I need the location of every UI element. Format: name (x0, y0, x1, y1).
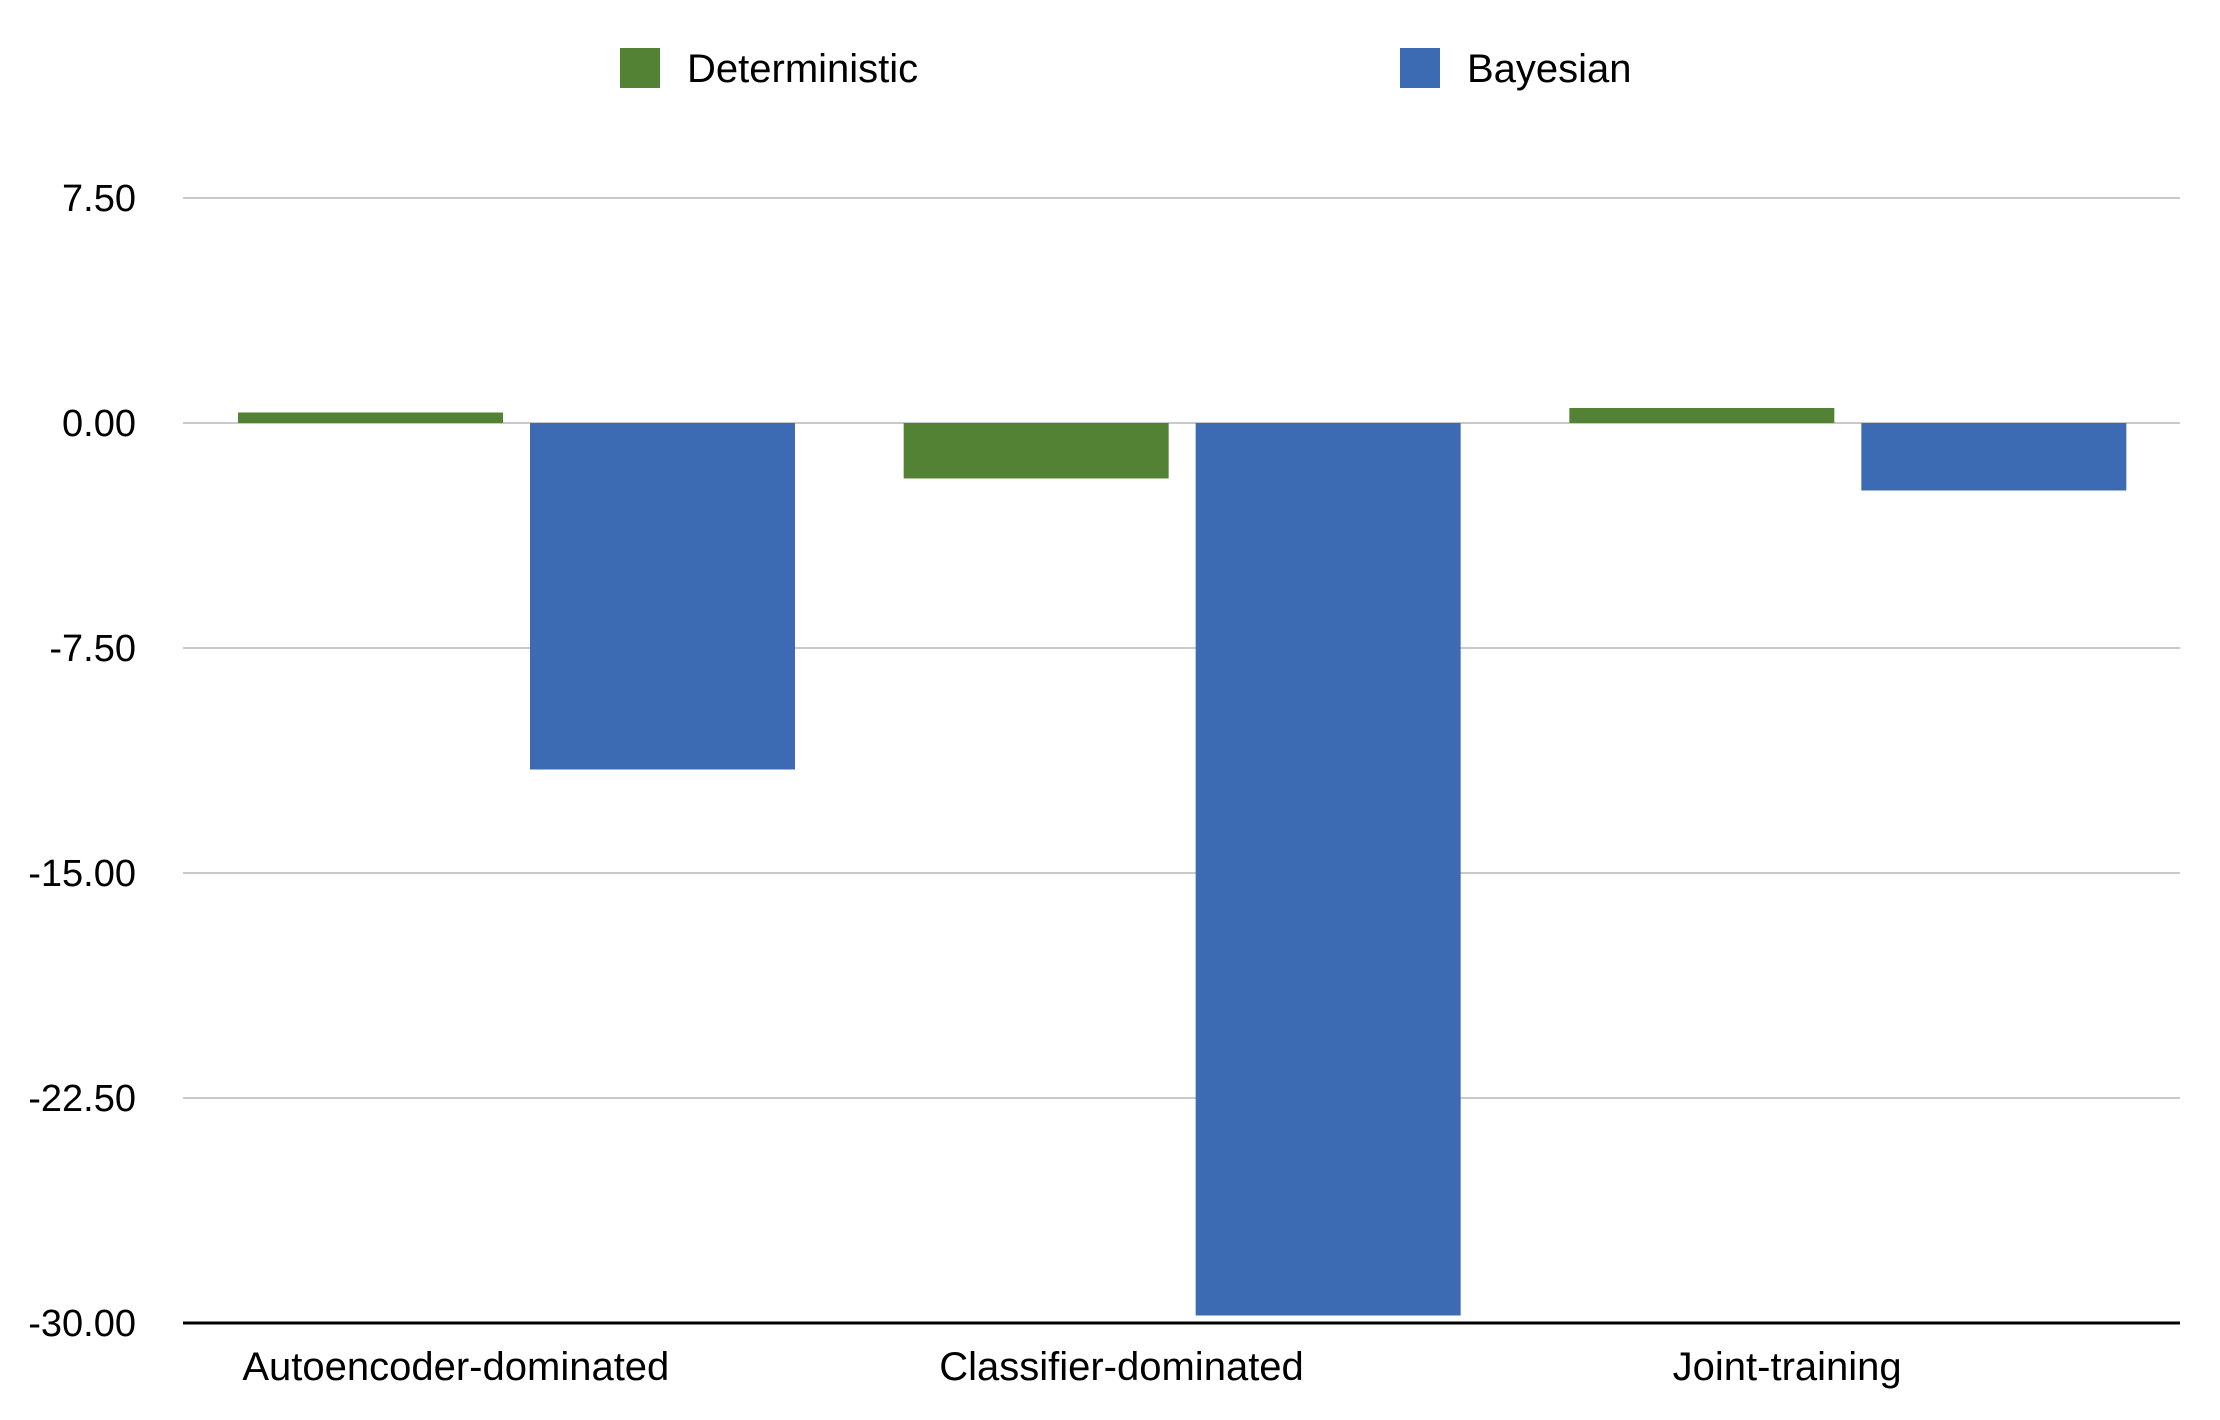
legend-label-bayesian: Bayesian (1467, 47, 1632, 91)
legend: Deterministic Bayesian (620, 47, 1632, 91)
bars (238, 408, 2127, 1316)
y-axis-ticks: 7.50 0.00 -7.50 -15.00 -22.50 -30.00 (28, 178, 136, 1345)
x-category-label: Autoencoder-dominated (242, 1345, 669, 1389)
bar-deterministic-1 (238, 412, 503, 423)
x-category-label: Joint-training (1673, 1345, 1902, 1389)
y-tick-label: -7.50 (49, 628, 136, 670)
y-tick-label: -22.50 (28, 1078, 136, 1120)
legend-label-deterministic: Deterministic (687, 47, 918, 91)
y-tick-label: -15.00 (28, 853, 136, 895)
y-tick-label: 7.50 (62, 178, 136, 220)
legend-swatch-bayesian (1400, 48, 1440, 88)
x-category-label: Classifier-dominated (939, 1345, 1304, 1389)
gridlines (183, 197, 2180, 1099)
bar-deterministic-3 (1569, 408, 1835, 423)
bar-bayesian-3 (1861, 423, 2127, 491)
y-tick-label: -30.00 (28, 1303, 136, 1345)
bar-deterministic-2 (903, 423, 1169, 479)
y-tick-label: 0.00 (62, 403, 136, 445)
x-axis-categories: Autoencoder-dominated Classifier-dominate… (242, 1345, 1901, 1389)
bar-bayesian-1 (530, 423, 795, 770)
bar-bayesian-2 (1195, 423, 1461, 1316)
legend-swatch-deterministic (620, 48, 660, 88)
